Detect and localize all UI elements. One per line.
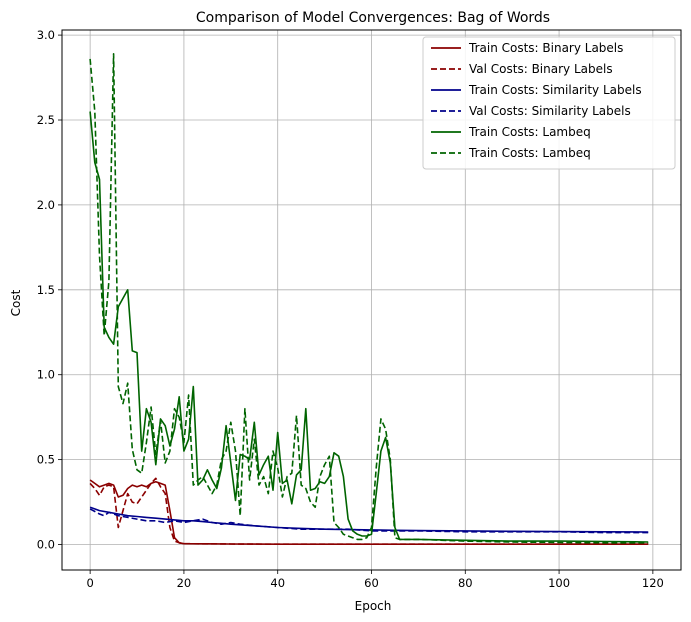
x-tick-label: 100 bbox=[548, 576, 570, 590]
y-tick-label: 2.0 bbox=[37, 198, 55, 212]
y-axis-label: Cost bbox=[9, 289, 23, 316]
y-tick-label: 1.5 bbox=[37, 283, 55, 297]
legend-label: Train Costs: Lambeq bbox=[468, 125, 591, 139]
legend-label: Train Costs: Binary Labels bbox=[468, 41, 623, 55]
y-tick-label: 0.5 bbox=[37, 453, 55, 467]
x-tick-label: 60 bbox=[364, 576, 379, 590]
chart-title: Comparison of Model Convergences: Bag of… bbox=[196, 10, 550, 26]
y-tick-label: 0.0 bbox=[37, 538, 55, 552]
series-line-2 bbox=[89, 477, 649, 546]
x-tick-label: 120 bbox=[642, 576, 664, 590]
plot-lines bbox=[89, 52, 649, 546]
x-tick-label: 0 bbox=[86, 576, 93, 590]
legend-label: Val Costs: Similarity Labels bbox=[469, 104, 631, 118]
series-line-3 bbox=[89, 506, 649, 533]
series-line-6 bbox=[89, 52, 649, 544]
x-tick-label: 20 bbox=[177, 576, 192, 590]
legend-label: Train Costs: Similarity Labels bbox=[468, 83, 642, 97]
y-tick-label: 1.0 bbox=[37, 368, 55, 382]
legend-label: Train Costs: Lambeq bbox=[468, 146, 591, 160]
x-tick-label: 40 bbox=[270, 576, 285, 590]
y-tick-label: 2.5 bbox=[37, 113, 55, 127]
x-axis-label: Epoch bbox=[355, 599, 392, 613]
series-line-4 bbox=[89, 508, 649, 534]
series-line-1 bbox=[89, 479, 649, 546]
legend-label: Val Costs: Binary Labels bbox=[469, 62, 613, 76]
x-tick-label: 80 bbox=[458, 576, 473, 590]
ticks: 0 20 40 60 80 100 120 0.0 0.5 1.0 1.5 2.0 2.5 3.0 bbox=[37, 28, 664, 590]
series-line-5 bbox=[89, 111, 649, 543]
legend-box bbox=[422, 36, 676, 170]
y-tick-label: 3.0 bbox=[37, 28, 55, 42]
legend: Train Costs: Binary Labels Val Costs: Bin… bbox=[422, 36, 676, 170]
